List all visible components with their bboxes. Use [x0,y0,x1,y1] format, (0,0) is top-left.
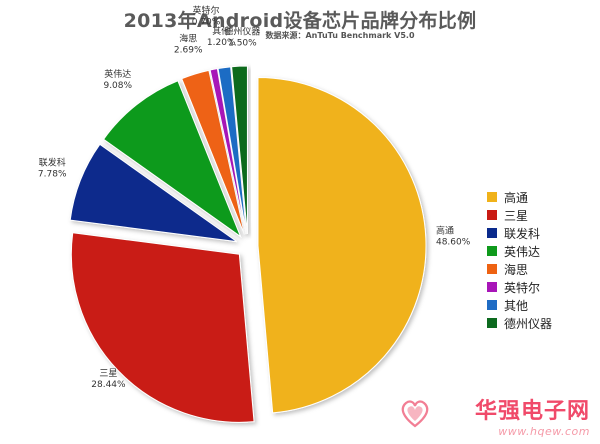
pie-slice-1 [257,77,427,414]
legend-label: 高通 [504,190,529,205]
legend-swatch [487,282,497,292]
legend-label: 德州仪器 [504,316,553,331]
legend-swatch [487,192,497,202]
slice-label-2: 三星 28.44% [91,368,126,390]
pie-slice-7 [217,66,247,235]
legend-label: 海思 [504,262,529,277]
slice-label-8: 德州仪器 1.50% [224,26,260,49]
pie-slice-2 [70,232,255,423]
pie-slice-3 [69,143,238,243]
watermark-url: www.hqew.com [498,425,590,438]
legend-swatch [487,318,497,328]
legend-item-5: 海思 [487,260,552,278]
legend-swatch [487,264,497,274]
slice-label-3: 联发科 7.78% [38,156,67,179]
legend-swatch [487,300,497,310]
legend-label: 其他 [504,298,529,313]
legend-item-2: 三星 [487,206,552,224]
watermark: 华强电子网 www.hqew.com [475,393,590,438]
legend-item-1: 高通 [487,188,552,206]
slice-label-7: 其他 1.20% [207,25,236,48]
slice-label-6: 英特尔 0.70% [192,5,221,28]
legend-label: 英特尔 [504,280,541,295]
slice-label-5: 海思 2.69% [174,32,203,55]
legend: 高通三星联发科英伟达海思英特尔其他德州仪器 [487,188,552,332]
pie-slice-6 [209,68,247,235]
chart-title: 2013年Android设备芯片品牌分布比例 [123,10,477,32]
legend-item-6: 英特尔 [487,278,552,296]
legend-swatch [487,228,497,238]
pie-slice-4 [102,80,242,238]
legend-label: 三星 [504,208,529,223]
pie-slice-5 [181,69,245,235]
legend-swatch [487,246,497,256]
chart-subtitle: 数据来源：AnTuTu Benchmark V5.0 [265,31,415,40]
legend-item-4: 英伟达 [487,242,552,260]
heart-logo-icon [401,400,429,428]
legend-label: 联发科 [504,226,541,241]
slice-label-1: 高通 48.60% [436,224,471,247]
watermark-name: 华强电子网 [474,399,590,424]
legend-item-8: 德州仪器 [487,314,552,332]
legend-item-7: 其他 [487,296,552,314]
pie-slice-8 [231,65,248,235]
slice-label-4: 英伟达 9.08% [103,68,132,91]
legend-swatch [487,210,497,220]
legend-label: 英伟达 [504,244,541,259]
legend-item-3: 联发科 [487,224,552,242]
